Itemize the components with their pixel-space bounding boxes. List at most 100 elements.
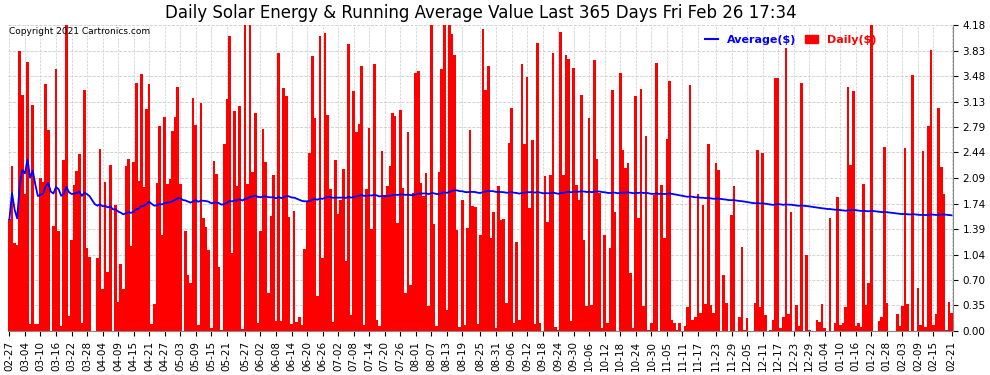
Text: Copyright 2021 Cartronics.com: Copyright 2021 Cartronics.com [9,27,150,36]
Bar [469,130,471,331]
Bar [389,166,391,331]
Bar [821,304,824,331]
Bar [184,231,187,331]
Bar [927,126,930,331]
Bar [347,45,349,331]
Bar [945,330,947,331]
Bar [218,267,221,331]
Bar [226,99,228,331]
Bar [443,25,446,331]
Bar [8,219,11,331]
Bar [352,91,355,331]
Bar [534,324,537,331]
Bar [518,320,521,331]
Bar [919,325,922,331]
Bar [148,84,150,331]
Bar [883,147,886,331]
Bar [205,227,208,331]
Bar [261,129,264,331]
Bar [808,330,811,331]
Bar [604,236,606,331]
Bar [458,327,461,331]
Bar [523,144,526,331]
Bar [88,257,91,331]
Bar [166,184,168,331]
Bar [40,178,42,331]
Bar [288,216,290,331]
Bar [741,247,743,331]
Bar [239,105,242,331]
Bar [391,113,394,331]
Bar [274,321,277,331]
Bar [593,60,596,331]
Bar [663,238,665,331]
Bar [146,109,148,331]
Bar [99,148,101,331]
Bar [236,186,239,331]
Bar [34,324,37,331]
Bar [644,136,647,331]
Bar [655,63,657,331]
Bar [187,274,189,331]
Bar [567,59,570,331]
Bar [531,140,534,331]
Title: Daily Solar Energy & Running Average Value Last 365 Days Fri Feb 26 17:34: Daily Solar Energy & Running Average Val… [164,4,796,22]
Bar [407,132,409,331]
Bar [125,166,127,331]
Bar [761,153,764,331]
Bar [417,70,420,331]
Bar [73,186,75,331]
Bar [163,117,166,331]
Bar [267,293,269,331]
Bar [785,48,787,331]
Bar [269,216,272,331]
Bar [340,200,342,331]
Bar [474,207,476,331]
Bar [782,317,785,331]
Bar [598,194,601,331]
Bar [588,118,590,331]
Bar [404,294,407,331]
Bar [942,194,945,331]
Bar [795,305,798,331]
Bar [671,320,673,331]
Bar [487,66,489,331]
Bar [590,305,593,331]
Bar [415,74,417,331]
Bar [461,200,463,331]
Bar [665,138,668,331]
Bar [824,328,826,331]
Bar [59,326,62,331]
Bar [500,220,503,331]
Bar [495,328,497,331]
Bar [930,50,933,331]
Bar [800,82,803,331]
Bar [138,182,141,331]
Bar [521,64,523,331]
Bar [423,196,425,331]
Bar [643,306,644,331]
Bar [880,317,883,331]
Bar [917,288,919,331]
Bar [329,189,332,331]
Bar [611,90,614,331]
Bar [738,318,741,331]
Bar [609,248,611,331]
Bar [378,326,381,331]
Bar [65,25,67,331]
Bar [484,90,487,331]
Bar [45,84,47,331]
Bar [756,150,758,331]
Bar [47,130,50,331]
Bar [733,186,736,331]
Bar [497,186,500,331]
Bar [731,214,733,331]
Bar [798,326,800,331]
Bar [805,255,808,331]
Bar [510,108,513,331]
Bar [537,44,539,331]
Bar [208,249,210,331]
Bar [718,170,720,331]
Bar [448,25,450,331]
Bar [223,144,226,331]
